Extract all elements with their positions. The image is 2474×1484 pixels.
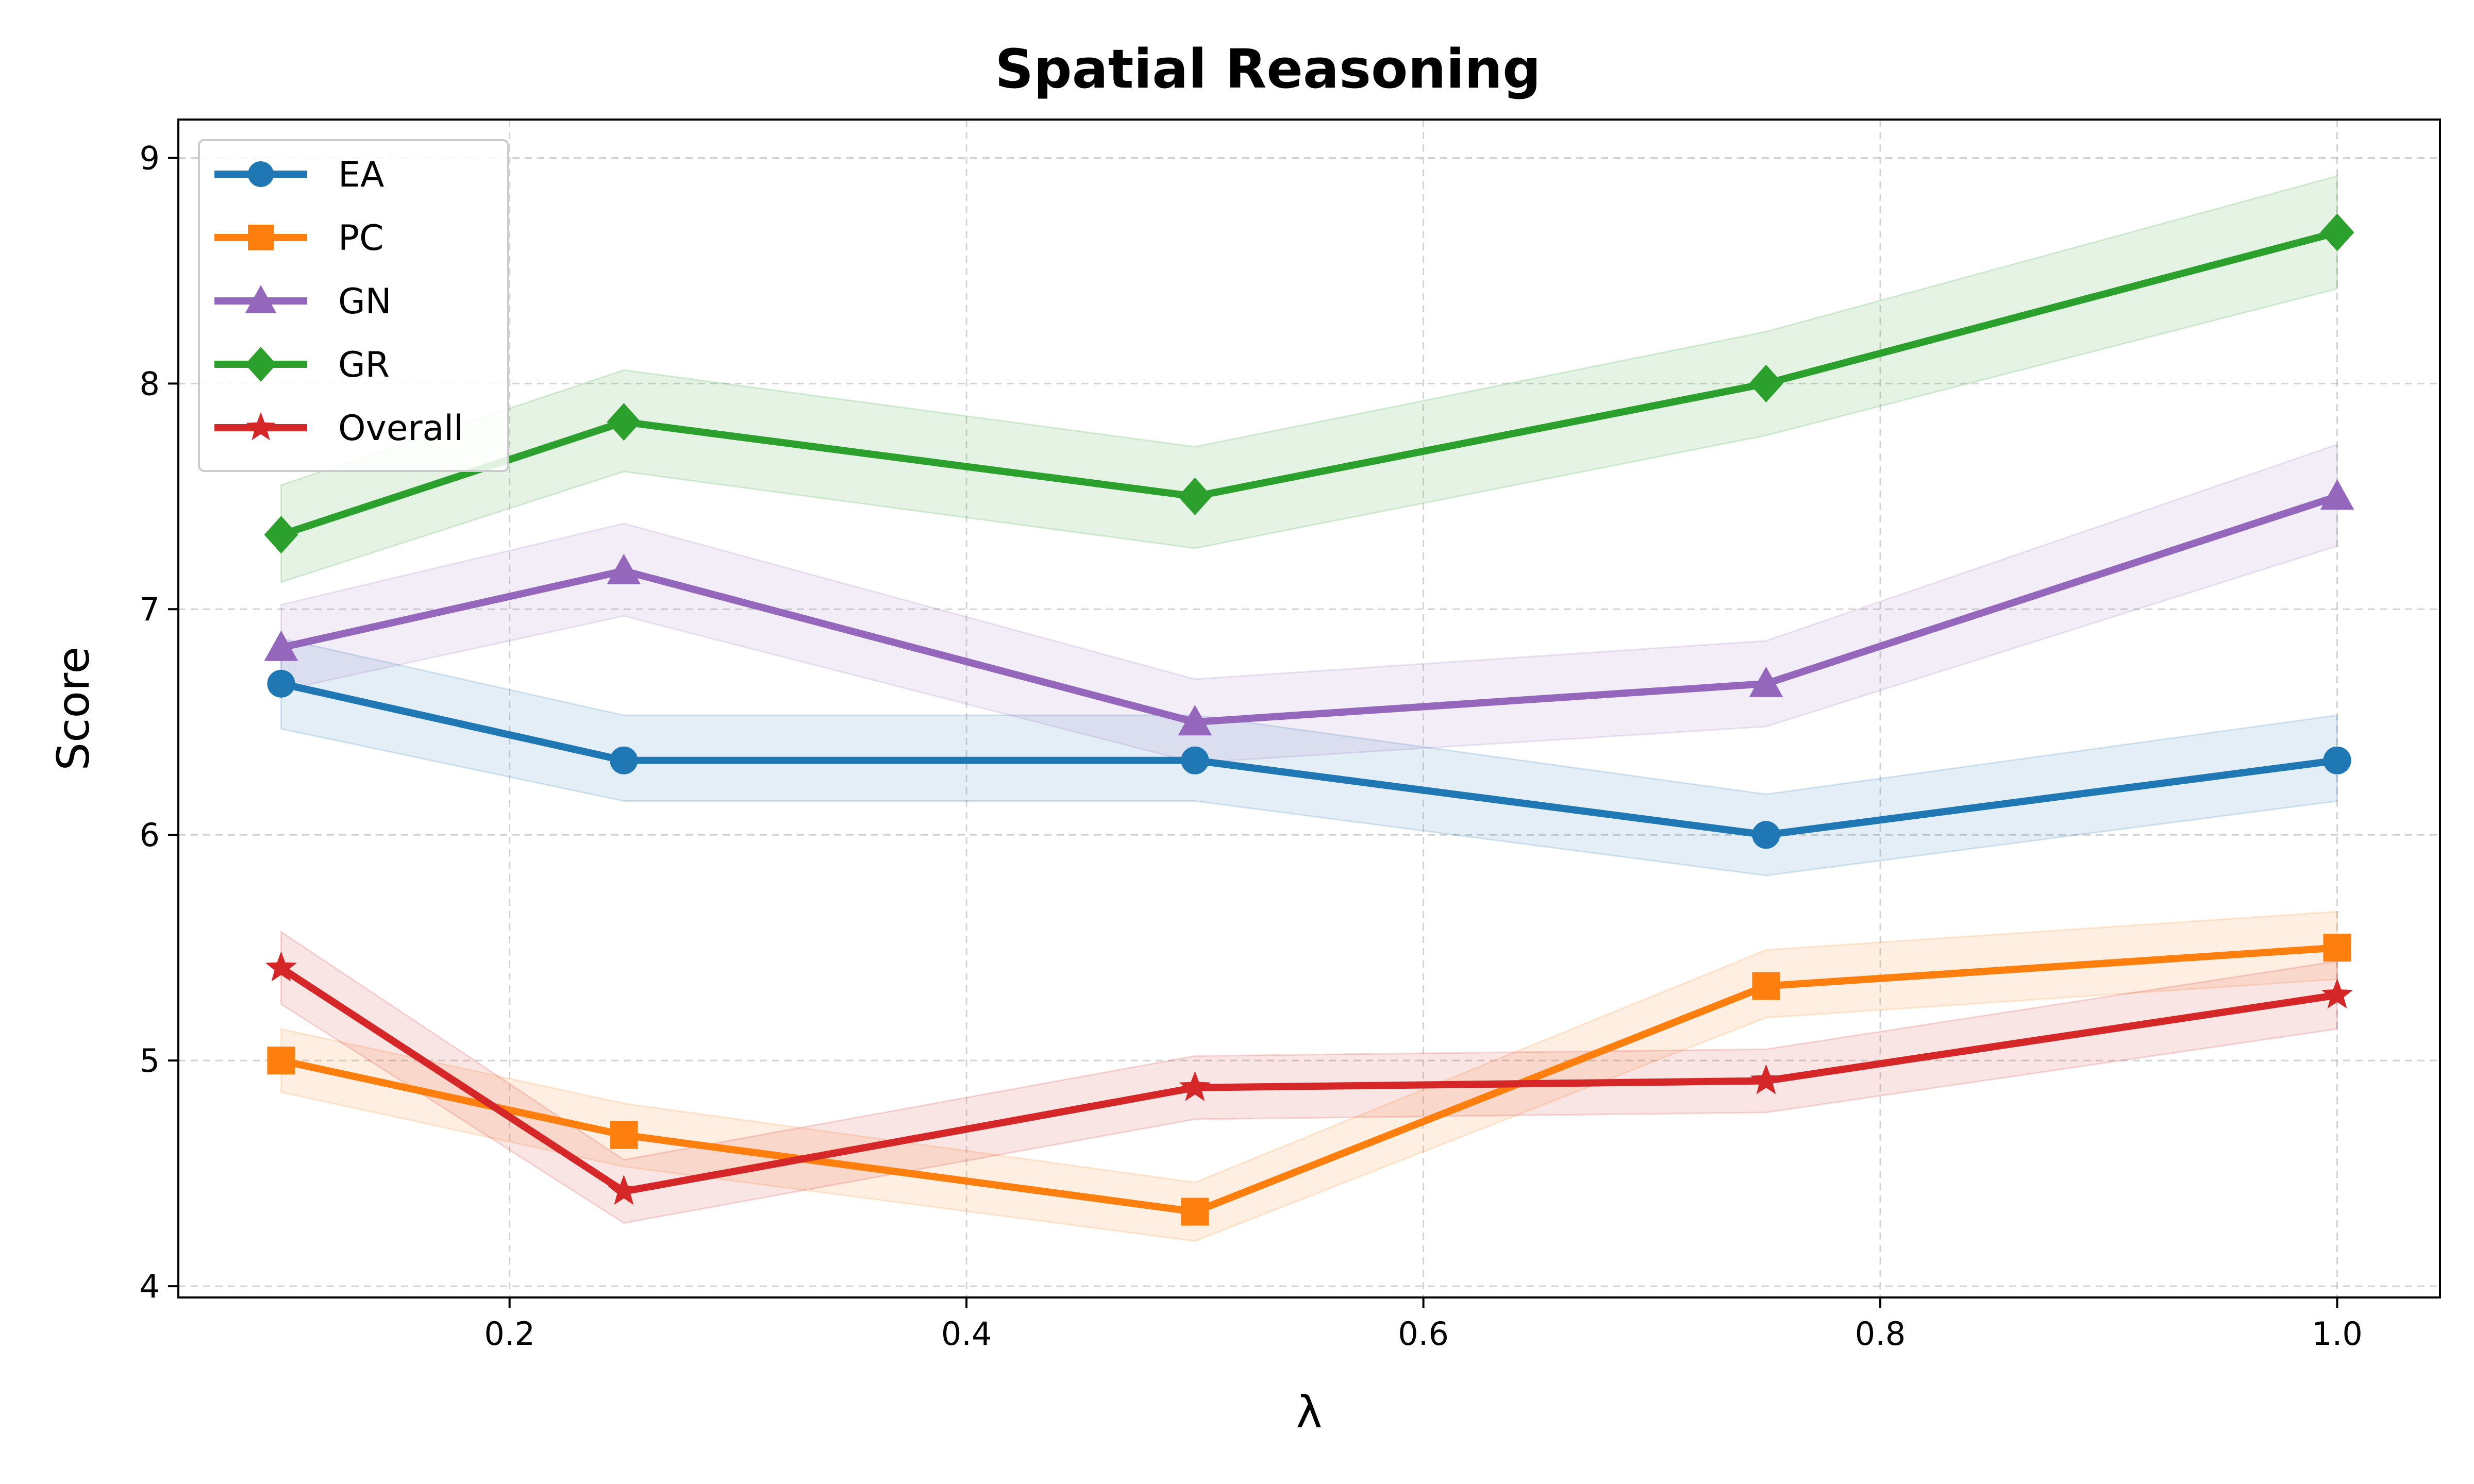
x-tick-label: 1.0	[2312, 1315, 2363, 1353]
grid	[178, 120, 2440, 1297]
legend-marker-pc	[248, 225, 274, 250]
y-axis-ticks: 4 5 6 7 8 9	[140, 139, 178, 1305]
data-point-pc	[267, 1047, 295, 1075]
y-axis-label: Score	[48, 647, 99, 771]
data-point-gn	[1178, 705, 1212, 736]
data-point-overall	[2321, 978, 2353, 1009]
data-point-gn	[607, 553, 641, 584]
legend-marker-gr	[245, 347, 277, 382]
chart-title: Spatial Reasoning	[995, 38, 1541, 100]
legend-frame	[198, 139, 509, 472]
band-gn	[280, 443, 2338, 764]
band-ea	[280, 637, 2338, 876]
data-point-ea	[267, 669, 295, 698]
x-tick-label: 0.8	[1855, 1315, 1906, 1353]
data-point-ea	[1181, 746, 1209, 774]
data-point-overall	[1179, 1071, 1211, 1101]
y-tick-label: 5	[140, 1042, 160, 1080]
data-point-pc	[610, 1121, 638, 1149]
series-markers	[264, 213, 2354, 1226]
y-tick-label: 7	[140, 591, 160, 628]
legend-marker-overall	[246, 412, 276, 441]
legend-label-pc: PC	[338, 218, 384, 259]
data-point-gr	[2320, 213, 2354, 251]
legend-label-ea: EA	[338, 155, 384, 195]
x-axis-label: λ	[1296, 1387, 1323, 1438]
data-point-ea	[610, 746, 638, 774]
y-tick-label: 9	[140, 139, 160, 177]
y-tick-label: 8	[140, 365, 160, 402]
legend-label-overall: Overall	[338, 408, 463, 449]
band-overall	[280, 930, 2338, 1224]
data-point-ea	[2323, 746, 2351, 774]
data-point-gr	[607, 403, 641, 441]
x-tick-label: 0.4	[941, 1315, 992, 1353]
data-point-ea	[1752, 821, 1780, 849]
plot-area-frame	[177, 119, 2441, 1298]
x-tick-label: 0.6	[1398, 1315, 1449, 1353]
data-point-pc	[1752, 972, 1780, 1000]
y-tick-label: 4	[140, 1268, 160, 1305]
data-point-gr	[1749, 364, 1783, 402]
data-point-pc	[2323, 934, 2351, 962]
data-point-overall	[265, 951, 297, 982]
data-point-overall	[608, 1174, 640, 1205]
x-tick-label: 0.2	[484, 1315, 535, 1353]
data-point-gn	[1749, 666, 1783, 697]
data-point-gn	[2320, 479, 2354, 510]
data-point-gr	[264, 516, 298, 554]
band-gr	[280, 175, 2338, 583]
data-point-pc	[1181, 1198, 1209, 1226]
legend-marker-gn	[245, 285, 277, 314]
data-point-gn	[264, 630, 298, 661]
legend-label-gr: GR	[338, 345, 390, 385]
legend-marker-ea	[248, 161, 274, 187]
x-axis-ticks: 0.2 0.4 0.6 0.8 1.0	[484, 1297, 2363, 1353]
legend-label-gn: GN	[338, 281, 392, 322]
legend-items: EA PC GN GR Overall	[214, 155, 463, 449]
y-tick-label: 6	[140, 816, 160, 854]
data-point-overall	[1750, 1064, 1782, 1094]
data-point-gr	[1178, 477, 1212, 515]
legend: EA PC GN GR Overall	[198, 139, 509, 472]
